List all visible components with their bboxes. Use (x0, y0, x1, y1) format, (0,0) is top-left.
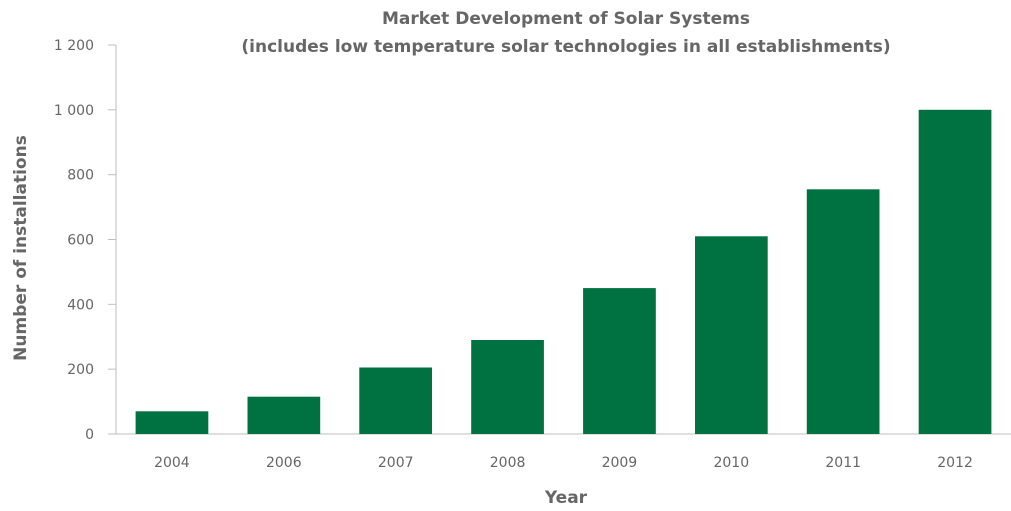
x-tick-label: 2009 (602, 455, 638, 471)
bar-2004 (135, 411, 209, 434)
bar-2012 (918, 109, 992, 435)
y-tick-label: 800 (67, 168, 94, 184)
chart-title: Market Development of Solar Systems (382, 9, 750, 29)
bar-2010 (695, 236, 768, 434)
bar-2006 (247, 396, 321, 434)
y-axis-title: Number of installations (11, 135, 31, 361)
y-tick-label: 400 (67, 297, 94, 313)
y-tick-label: 0 (85, 427, 94, 443)
x-tick-label: 2007 (378, 455, 414, 471)
y-tick-label: 600 (67, 233, 94, 249)
x-axis-title: Year (544, 488, 588, 508)
x-tick-label: 2006 (266, 455, 302, 471)
bar-2008 (471, 340, 544, 434)
bar-2011 (806, 189, 880, 434)
y-tick-label: 200 (67, 362, 94, 378)
bar-2009 (583, 288, 656, 434)
bar-2007 (359, 367, 432, 434)
y-tick-label: 1 000 (54, 103, 94, 119)
x-tick-label: 2012 (937, 455, 973, 471)
y-tick-label: 1 200 (54, 38, 94, 54)
chart-subtitle: (includes low temperature solar technolo… (241, 37, 890, 57)
x-tick-label: 2011 (825, 455, 861, 471)
bars-group (135, 109, 992, 435)
x-tick-label: 2008 (490, 455, 526, 471)
x-tick-label: 2010 (713, 455, 749, 471)
x-axis: 2004 2006 2007 2008 2009 2010 2011 2012 (116, 433, 1011, 471)
x-tick-label: 2004 (154, 455, 190, 471)
y-axis: 0 200 400 600 800 1 000 1 200 (54, 38, 117, 443)
